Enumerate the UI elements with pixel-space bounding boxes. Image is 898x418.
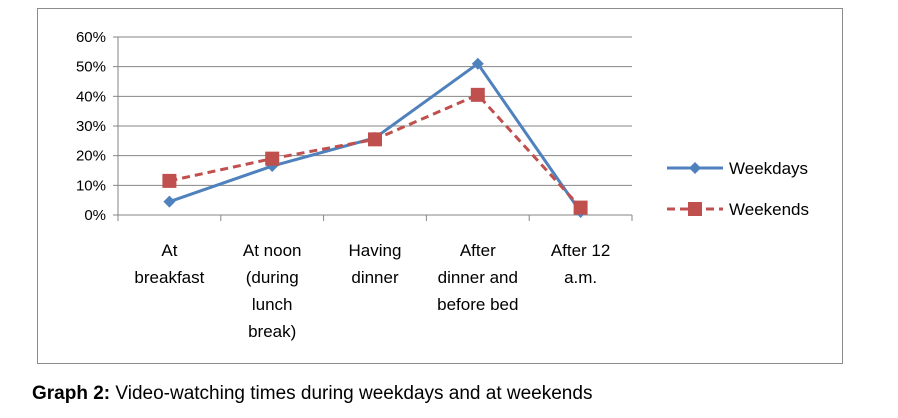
- data-point-weekends: [573, 200, 588, 215]
- x-category-label: After 12 a.m.: [551, 241, 611, 287]
- series-line-weekends: [169, 93, 582, 209]
- chart-caption: Graph 2: Video-watching times during wee…: [32, 383, 592, 405]
- caption-text: Video-watching times during weekdays and…: [110, 383, 593, 404]
- x-category-label: After dinner and before bed: [437, 241, 518, 314]
- y-tick-label: 20%: [76, 148, 106, 165]
- x-category-label: At noon (during lunch break): [243, 241, 302, 341]
- x-category-label: Having dinner: [349, 241, 402, 287]
- y-tick-label: 50%: [76, 59, 106, 76]
- data-point-weekdays: [471, 57, 484, 70]
- data-point-weekends: [368, 132, 382, 147]
- data-point-weekends: [265, 151, 280, 166]
- data-point-weekends: [162, 173, 177, 188]
- data-point-weekdays: [163, 195, 176, 208]
- y-tick-label: 60%: [76, 29, 106, 46]
- data-point-weekends: [470, 87, 485, 102]
- y-tick-label: 30%: [76, 118, 106, 135]
- legend-marker-weekends: [688, 202, 702, 216]
- x-category-label: At breakfast: [134, 241, 204, 287]
- y-tick-label: 40%: [76, 88, 106, 105]
- legend-label-weekdays: Weekdays: [729, 159, 808, 178]
- legend-label-weekends: Weekends: [729, 200, 809, 219]
- y-tick-label: 0%: [84, 207, 106, 224]
- caption-label: Graph 2:: [32, 383, 111, 404]
- legend-marker-weekdays: [689, 162, 701, 174]
- y-tick-label: 10%: [76, 177, 106, 194]
